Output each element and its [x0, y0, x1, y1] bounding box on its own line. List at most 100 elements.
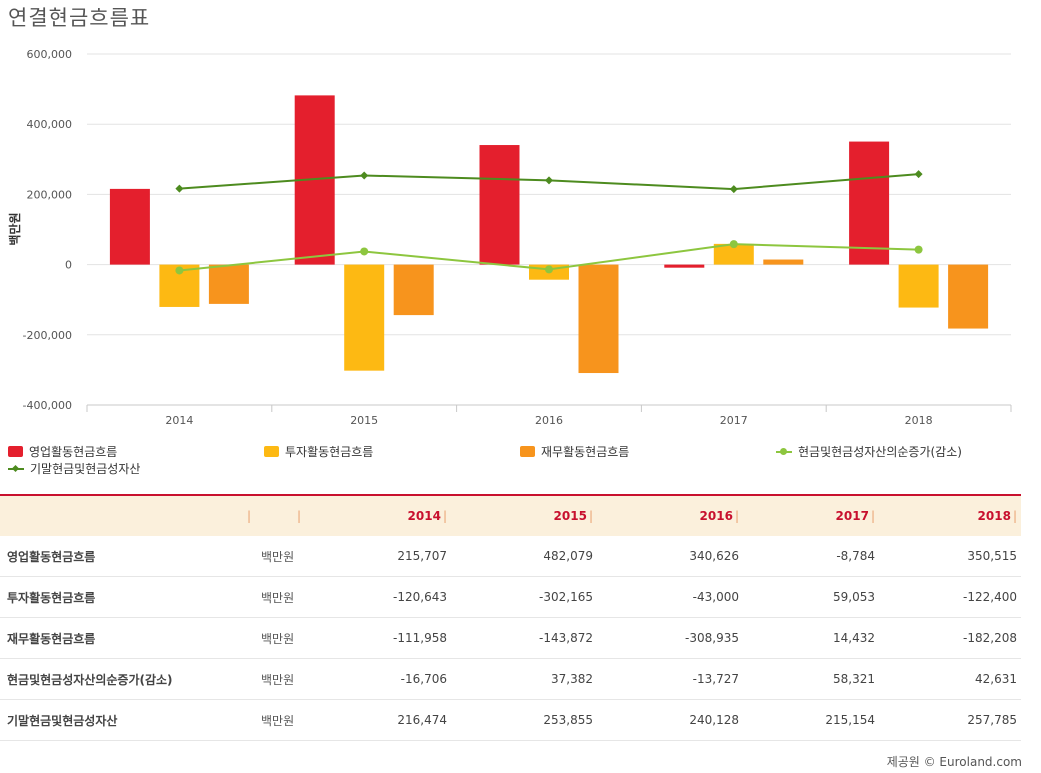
point-현금및현금성자산의순증가(감소): [729, 240, 738, 249]
table-cell: 37,382: [451, 658, 597, 700]
table-cell: 482,079: [451, 536, 597, 577]
table-header-year[interactable]: 2015 |: [553, 509, 593, 523]
bar-재무활동현금흐름: [208, 264, 249, 304]
point-기말현금및현금성자산: [914, 170, 923, 179]
legend-swatch-ending-cash: [8, 463, 24, 474]
point-기말현금및현금성자산: [360, 171, 369, 180]
bar-영업활동현금흐름: [849, 141, 890, 265]
table-cell: -13,727: [597, 658, 743, 700]
table-cell: 58,321: [743, 658, 879, 700]
table-header-year[interactable]: 2014 |: [407, 509, 447, 523]
bar-투자활동현금흐름: [713, 243, 754, 265]
bar-투자활동현금흐름: [898, 264, 939, 308]
legend-swatch-financing: [520, 446, 535, 457]
legend-swatch-investing: [264, 446, 279, 457]
y-tick-label: 200,000: [27, 188, 73, 201]
table-row-name: 현금및현금성자산의순증가(감소): [0, 658, 255, 700]
table-header-year[interactable]: 2018 |: [977, 509, 1017, 523]
table-row: 기말현금및현금성자산 백만원 216,474 253,855 240,128 2…: [0, 699, 1021, 741]
legend-label-ending-cash: 기말현금및현금성자산: [30, 462, 141, 476]
legend-label-investing: 투자활동현금흐름: [285, 445, 374, 459]
point-기말현금및현금성자산: [545, 176, 553, 185]
legend-label-operating: 영업활동현금흐름: [29, 445, 118, 459]
table-row: 영업활동현금흐름 백만원 215,707 482,079 340,626 -8,…: [0, 536, 1021, 577]
point-현금및현금성자산의순증가(감소): [914, 245, 923, 254]
legend-label-financing: 재무활동현금흐름: [541, 445, 630, 459]
table-cell-unit: 백만원: [255, 658, 305, 700]
legend-item-operating[interactable]: 영업활동현금흐름: [8, 443, 117, 460]
table-cell: -120,643: [305, 576, 451, 618]
point-기말현금및현금성자산: [729, 185, 738, 194]
bar-재무활동현금흐름: [948, 264, 989, 329]
y-tick-label: -400,000: [23, 399, 72, 412]
table-cell: 340,626: [597, 536, 743, 577]
data-table-container: | | 2014 | 2015 | 2016 | 2017 | 2018 | 영업활동현금…: [0, 494, 1021, 741]
table-header-year[interactable]: 2017 |: [835, 509, 875, 523]
table-row-name: 기말현금및현금성자산: [0, 699, 255, 741]
legend-item-net-change[interactable]: 현금및현금성자산의순증가(감소): [776, 443, 962, 460]
legend-swatch-net-change: [776, 446, 792, 457]
x-tick-label: 2016: [535, 414, 563, 427]
y-axis-label: 백만원: [7, 212, 22, 245]
bar-영업활동현금흐름: [479, 145, 520, 265]
bar-재무활동현금흐름: [393, 264, 434, 316]
point-현금및현금성자산의순증가(감소): [545, 265, 553, 274]
x-tick-label: 2015: [350, 414, 378, 427]
y-tick-label: -200,000: [23, 329, 72, 342]
table-cell-unit: 백만원: [255, 576, 305, 618]
table-cell: 14,432: [743, 617, 879, 659]
table-cell: 215,154: [743, 699, 879, 741]
table-row-name: 투자활동현금흐름: [0, 576, 255, 618]
page-title: 연결현금흐름표: [8, 6, 151, 30]
table-cell: 253,855: [451, 699, 597, 741]
bar-영업활동현금흐름: [664, 264, 705, 268]
legend-item-investing[interactable]: 투자활동현금흐름: [264, 443, 373, 460]
table-cell: 42,631: [879, 658, 1021, 700]
legend-item-ending-cash[interactable]: 기말현금및현금성자산: [8, 460, 140, 477]
table-row: 투자활동현금흐름 백만원 -120,643 -302,165 -43,000 5…: [0, 576, 1021, 618]
table-header-year[interactable]: 2016 |: [699, 509, 739, 523]
source-credit[interactable]: 제공원 © Euroland.com: [886, 755, 1022, 769]
table-header-row: | | 2014 | 2015 | 2016 | 2017 | 2018 |: [0, 495, 1021, 536]
point-현금및현금성자산의순증가(감소): [175, 266, 184, 275]
cash-flow-chart: 600,000 400,000 200,000 0 -200,000 -400,000 20…: [7, 48, 1012, 427]
x-tick-label: 2018: [905, 414, 933, 427]
bar-영업활동현금흐름: [109, 188, 150, 265]
table-cell: -302,165: [451, 576, 597, 618]
table-cell: 216,474: [305, 699, 451, 741]
y-tick-label: 400,000: [27, 118, 73, 131]
legend-swatch-operating: [8, 446, 23, 457]
legend-label-net-change: 현금및현금성자산의순증가(감소): [798, 445, 962, 459]
table-cell: 257,785: [879, 699, 1021, 741]
table-cell: -16,706: [305, 658, 451, 700]
table-cell: -111,958: [305, 617, 451, 659]
table-row: 현금및현금성자산의순증가(감소) 백만원 -16,706 37,382 -13,…: [0, 658, 1021, 700]
table-cell: -143,872: [451, 617, 597, 659]
x-tick-label: 2014: [165, 414, 193, 427]
point-기말현금및현금성자산: [175, 184, 184, 193]
table-cell: -122,400: [879, 576, 1021, 618]
cash-flow-table: | | 2014 | 2015 | 2016 | 2017 | 2018 | 영업활동현금…: [0, 494, 1021, 741]
table-cell: -308,935: [597, 617, 743, 659]
bar-투자활동현금흐름: [344, 264, 385, 371]
table-header-name: |: [246, 509, 251, 523]
table-header-unit: |: [296, 509, 301, 523]
table-row-name: 영업활동현금흐름: [0, 536, 255, 577]
table-cell: -182,208: [879, 617, 1021, 659]
bar-재무활동현금흐름: [763, 259, 804, 265]
table-row: 재무활동현금흐름 백만원 -111,958 -143,872 -308,935 …: [0, 617, 1021, 659]
point-현금및현금성자산의순증가(감소): [360, 247, 369, 256]
table-cell: -8,784: [743, 536, 879, 577]
legend-item-financing[interactable]: 재무활동현금흐름: [520, 443, 629, 460]
table-cell: 350,515: [879, 536, 1021, 577]
bar-재무활동현금흐름: [578, 264, 619, 374]
table-cell-unit: 백만원: [255, 536, 305, 577]
y-tick-label: 0: [65, 259, 72, 272]
table-cell: 59,053: [743, 576, 879, 618]
table-cell: 240,128: [597, 699, 743, 741]
y-tick-label: 600,000: [27, 48, 73, 61]
table-cell: -43,000: [597, 576, 743, 618]
table-row-name: 재무활동현금흐름: [0, 617, 255, 659]
x-tick-label: 2017: [720, 414, 748, 427]
table-cell-unit: 백만원: [255, 699, 305, 741]
